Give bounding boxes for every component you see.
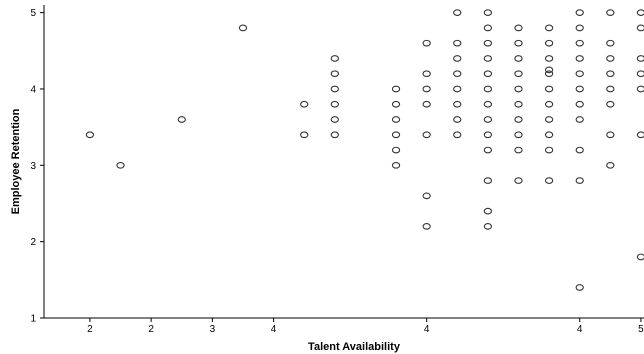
y-axis-ticks: 1 2 3 4 5 xyxy=(30,8,44,324)
y-axis-title: Employee Retention xyxy=(10,108,22,214)
x-tick-label: 4 xyxy=(424,324,430,335)
x-tick-label: 2 xyxy=(148,324,154,335)
y-tick-label: 1 xyxy=(30,314,36,325)
x-axis-ticks: 2 2 3 4 4 4 5 xyxy=(87,318,644,335)
y-tick-label: 2 xyxy=(30,237,36,248)
x-tick-label: 4 xyxy=(577,324,583,335)
x-tick-label: 2 xyxy=(87,324,93,335)
y-tick-label: 5 xyxy=(30,8,36,19)
x-tick-label: 4 xyxy=(271,324,277,335)
plot-area xyxy=(44,5,644,318)
x-tick-label: 3 xyxy=(210,324,216,335)
y-tick-label: 3 xyxy=(30,161,36,172)
x-tick-label: 5 xyxy=(638,324,644,335)
x-axis-title: Talent Availability xyxy=(308,341,401,353)
y-tick-label: 4 xyxy=(30,84,36,95)
